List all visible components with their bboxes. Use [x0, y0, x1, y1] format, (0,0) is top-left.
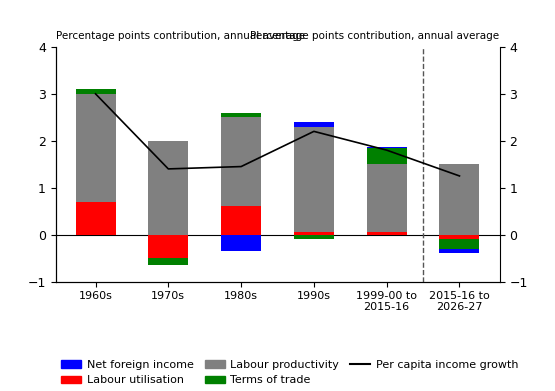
Bar [367, 148, 407, 164]
Text: Percentage points contribution, annual average: Percentage points contribution, annual a… [250, 31, 500, 41]
Bar [440, 249, 480, 253]
Bar [75, 94, 115, 202]
Bar [367, 232, 407, 235]
Text: Percentage points contribution, annual average: Percentage points contribution, annual a… [56, 31, 305, 41]
Bar [294, 235, 334, 239]
Legend: Net foreign income, Labour utilisation, Labour productivity, Terms of trade, Per: Net foreign income, Labour utilisation, … [61, 360, 518, 386]
Bar [148, 258, 188, 265]
Bar [221, 235, 261, 251]
Bar [75, 202, 115, 235]
Bar [148, 235, 188, 258]
Bar [221, 117, 261, 206]
Bar [221, 206, 261, 235]
Bar [440, 235, 480, 239]
Bar [294, 122, 334, 127]
Bar [221, 113, 261, 117]
Bar [294, 232, 334, 235]
Bar [148, 141, 188, 235]
Bar [367, 164, 407, 232]
Bar [440, 164, 480, 235]
Bar [367, 147, 407, 148]
Bar [294, 127, 334, 232]
Bar [440, 239, 480, 249]
Bar [75, 89, 115, 94]
